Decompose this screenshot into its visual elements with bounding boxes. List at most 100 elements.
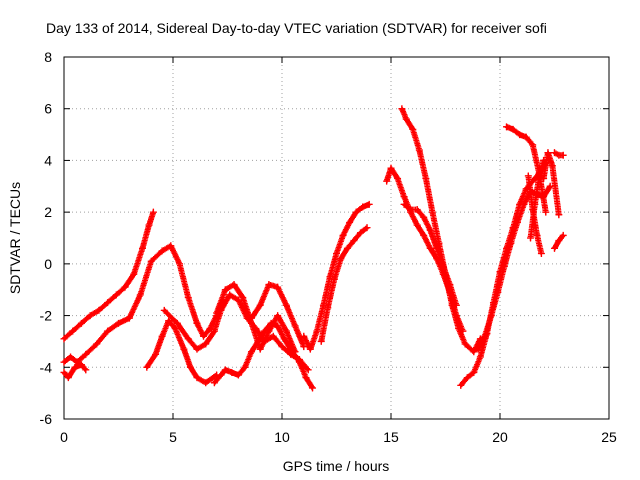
data-point [415, 146, 423, 154]
series-arc-13 [400, 200, 460, 309]
data-point [476, 353, 484, 361]
data-point [350, 237, 358, 245]
data-point [147, 257, 155, 265]
data-point [413, 221, 421, 229]
data-point [304, 366, 312, 374]
data-point [529, 206, 537, 214]
data-point [507, 239, 515, 247]
data-point [516, 131, 524, 139]
data-point [138, 244, 146, 252]
data-point [60, 335, 68, 343]
data-point [551, 244, 558, 252]
data-point [158, 332, 166, 340]
data-point [446, 281, 454, 289]
data-point [452, 301, 460, 309]
data-point [394, 175, 402, 183]
data-point [313, 327, 321, 335]
data-point [529, 141, 537, 149]
data-point [158, 247, 166, 255]
data-point [160, 306, 168, 314]
x-tick-label: 0 [60, 429, 68, 445]
data-point [186, 363, 194, 371]
data-point [202, 340, 210, 348]
data-point [461, 340, 469, 348]
x-tick-label: 25 [601, 429, 617, 445]
data-point [503, 123, 511, 131]
data-point [365, 200, 373, 208]
data-point [247, 314, 255, 322]
data-point [433, 244, 441, 252]
data-point [542, 208, 550, 216]
data-point [143, 363, 151, 371]
data-point [274, 322, 282, 330]
data-point [513, 218, 521, 226]
data-point [93, 340, 101, 348]
data-point [210, 327, 218, 335]
data-point [555, 211, 563, 219]
series-arc-4 [143, 317, 221, 387]
data-point [282, 301, 290, 309]
series-arc-18 [524, 172, 545, 258]
data-point [247, 348, 255, 356]
data-point [520, 200, 528, 208]
data-point [402, 115, 410, 123]
data-point [171, 325, 179, 332]
data-point [524, 172, 532, 180]
series-arc-19 [540, 149, 563, 219]
x-axis-title: GPS time / hours [283, 458, 390, 474]
chart-title: Day 133 of 2014, Sidereal Day-to-day VTE… [46, 20, 547, 36]
data-point [463, 374, 471, 382]
series-arc-3 [60, 361, 90, 382]
data-point [400, 193, 408, 201]
data-point [193, 374, 201, 382]
x-tick-label: 15 [383, 429, 399, 445]
y-tick-label: 8 [44, 49, 52, 65]
data-point [457, 381, 465, 389]
data-point [234, 371, 242, 379]
data-point [60, 358, 68, 366]
data-point [352, 208, 360, 216]
data-point [228, 368, 236, 376]
y-tick-label: 2 [44, 204, 52, 220]
data-point [413, 206, 421, 214]
data-point [60, 368, 68, 376]
data-point [265, 327, 273, 335]
data-point [420, 231, 428, 239]
data-point [64, 374, 72, 382]
data-point [324, 304, 332, 312]
data-point [474, 345, 482, 353]
y-axis-title: SDTVAR / TECUs [7, 182, 23, 294]
y-tick-label: 0 [44, 256, 52, 272]
y-tick-label: 4 [44, 152, 52, 168]
data-point [180, 345, 188, 353]
data-point [82, 350, 90, 358]
data-point [300, 332, 308, 340]
data-point [125, 314, 133, 322]
data-point [200, 332, 208, 340]
y-tick-label: -4 [40, 359, 53, 375]
data-point [82, 366, 90, 374]
data-point [337, 255, 345, 263]
y-tick-labels: -6 -4 -2 0 2 4 6 8 [40, 49, 53, 427]
data-point [217, 371, 225, 379]
data-point [165, 317, 173, 325]
data-point [278, 343, 286, 351]
data-point [527, 234, 535, 242]
data-point [69, 327, 77, 335]
data-point [67, 353, 75, 361]
data-point [86, 312, 94, 320]
data-point [555, 237, 563, 245]
data-point [422, 175, 430, 183]
data-point [130, 270, 138, 278]
data-point [544, 149, 552, 157]
data-point [193, 345, 201, 353]
series-arc-10 [317, 224, 371, 345]
data-point [149, 208, 157, 216]
series-arc-7 [213, 281, 299, 356]
data-point [152, 350, 160, 358]
data-point [274, 312, 282, 320]
data-point [104, 299, 112, 307]
data-point [295, 358, 303, 366]
data-point [426, 244, 434, 252]
